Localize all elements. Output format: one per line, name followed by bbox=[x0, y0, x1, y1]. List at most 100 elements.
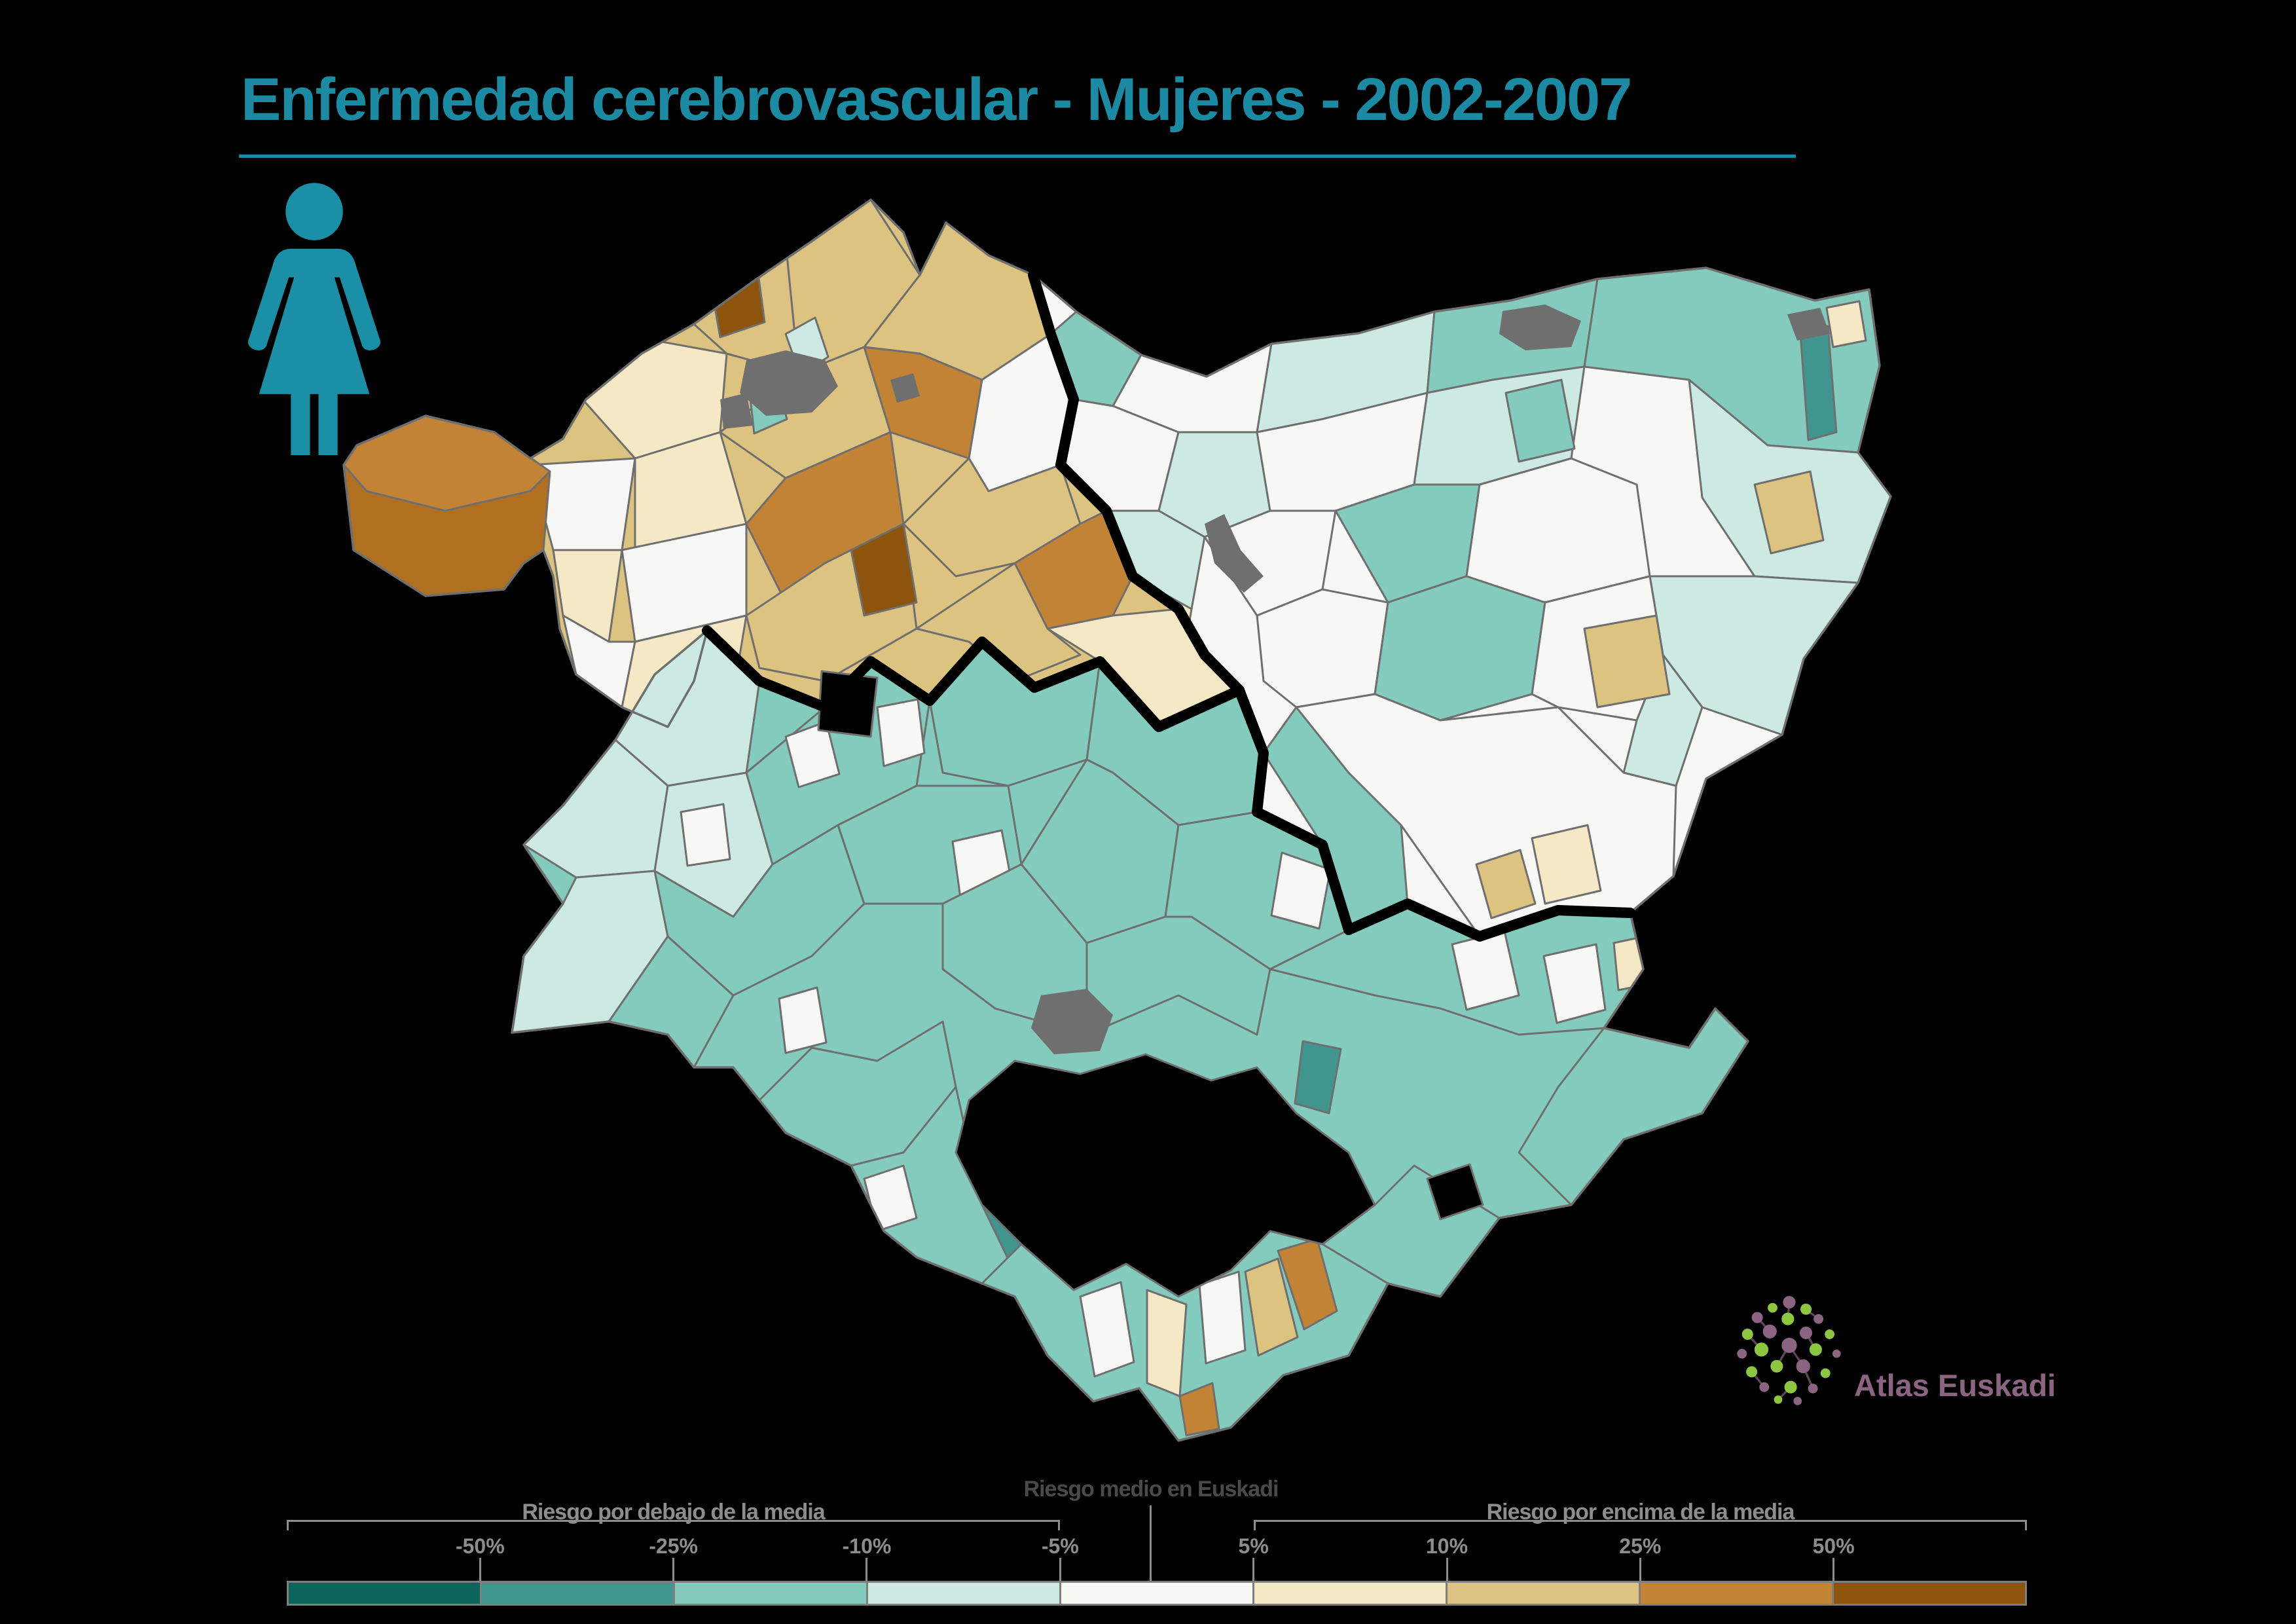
legend-color-segment bbox=[482, 1583, 675, 1604]
logo-dot bbox=[1793, 1397, 1802, 1405]
logo-dot bbox=[1796, 1359, 1810, 1373]
logo-dot bbox=[1759, 1382, 1770, 1392]
logo-dot bbox=[1781, 1337, 1797, 1354]
legend-color-segment bbox=[1641, 1583, 1834, 1604]
page-title: Enfermedad cerebrovascular - Mujeres - 2… bbox=[241, 66, 1632, 133]
municipality-cell bbox=[1583, 614, 1671, 709]
logo-dot bbox=[1762, 1324, 1777, 1338]
municipality-cell bbox=[902, 457, 1082, 578]
municipality-cell bbox=[1753, 470, 1825, 555]
atlas-euskadi-logo-label: Atlas Euskadi bbox=[1854, 1368, 2056, 1403]
legend-color-segment bbox=[1834, 1583, 2025, 1604]
province-border bbox=[1028, 270, 1245, 695]
enclave-hole bbox=[1426, 1163, 1484, 1221]
municipality-cell bbox=[709, 257, 766, 339]
logo-dot bbox=[1820, 1368, 1831, 1378]
municipality-cell bbox=[1079, 1281, 1135, 1378]
logo-dot bbox=[1784, 1380, 1797, 1393]
municipality-cell bbox=[1198, 1270, 1247, 1365]
logo-dot bbox=[1768, 1302, 1777, 1313]
municipality-cell bbox=[1178, 1382, 1220, 1437]
logo-dot bbox=[1746, 1366, 1758, 1378]
logo-dot bbox=[1781, 1312, 1795, 1325]
municipality-cell bbox=[1531, 824, 1602, 905]
municipality-cell bbox=[1146, 1289, 1188, 1397]
legend-tick-line bbox=[866, 1558, 868, 1581]
logo-dot bbox=[1809, 1343, 1822, 1356]
legend-color-segment bbox=[675, 1583, 868, 1604]
legend-color-bar bbox=[287, 1581, 2027, 1606]
legend-tick-label: 10% bbox=[1425, 1534, 1468, 1558]
municipality-cell bbox=[680, 803, 731, 867]
urban-area bbox=[1031, 989, 1113, 1054]
municipality-cell bbox=[1256, 588, 1389, 709]
legend-tick-line bbox=[1446, 1558, 1448, 1581]
municipality-cell bbox=[778, 986, 828, 1054]
logo-dot bbox=[1813, 1314, 1824, 1324]
logo-dot bbox=[1832, 1349, 1841, 1358]
legend-tick-label: 50% bbox=[1812, 1534, 1855, 1558]
logo-dot bbox=[1737, 1348, 1747, 1359]
legend-tick-label: -10% bbox=[842, 1534, 892, 1558]
legend-bracket-below bbox=[287, 1520, 1060, 1530]
legend-middle-pointer bbox=[1150, 1505, 1152, 1581]
choropleth-map bbox=[342, 198, 1892, 1442]
municipality-cell bbox=[1294, 1040, 1342, 1115]
municipality-cell bbox=[915, 562, 1082, 682]
logo-dot bbox=[1741, 1329, 1753, 1340]
logo-dot bbox=[1825, 1329, 1835, 1339]
legend-tick-label: 5% bbox=[1238, 1534, 1269, 1558]
municipality-cell bbox=[1613, 935, 1652, 991]
title-underline bbox=[239, 155, 1796, 158]
legend-tick-line bbox=[1832, 1558, 1835, 1581]
municipality-cell bbox=[850, 523, 918, 617]
legend-color-segment bbox=[289, 1583, 482, 1604]
municipality-cell bbox=[1825, 300, 1867, 348]
province-border bbox=[702, 625, 1245, 732]
risk-legend: Riesgo medio en Euskadi Riesgo por debaj… bbox=[287, 1477, 2027, 1608]
atlas-euskadi-logo-icon bbox=[1737, 1296, 1841, 1405]
municipality-cell bbox=[1270, 851, 1332, 930]
urban-area bbox=[1205, 514, 1264, 593]
legend-bracket-above bbox=[1254, 1520, 2027, 1530]
municipality-cell bbox=[784, 720, 841, 788]
logo-dot bbox=[1770, 1359, 1783, 1373]
municipality-cell bbox=[1475, 849, 1537, 919]
urban-area bbox=[740, 350, 838, 416]
logo-dot bbox=[1751, 1312, 1763, 1323]
municipality-cell bbox=[1203, 509, 1337, 617]
legend-color-segment bbox=[1254, 1583, 1448, 1604]
legend-color-segment bbox=[1061, 1583, 1254, 1604]
legend-color-segment bbox=[868, 1583, 1061, 1604]
logo-dot bbox=[1799, 1326, 1813, 1339]
municipality-cell bbox=[1504, 378, 1576, 463]
municipality-cell bbox=[1542, 943, 1607, 1024]
legend-tick-label: -25% bbox=[649, 1534, 699, 1558]
logo-dot bbox=[1800, 1303, 1812, 1315]
municipality-cell bbox=[1277, 1238, 1338, 1331]
legend-tick-label: 25% bbox=[1619, 1534, 1662, 1558]
legend-tick-label: -50% bbox=[455, 1534, 505, 1558]
enclave-hole bbox=[955, 1053, 1376, 1298]
legend-color-segment bbox=[1448, 1583, 1641, 1604]
urban-area bbox=[720, 393, 753, 429]
logo-dot bbox=[1808, 1383, 1818, 1393]
legend-tick-line bbox=[479, 1558, 481, 1581]
province-border bbox=[1234, 685, 1635, 942]
logo-dot bbox=[1783, 1296, 1796, 1309]
legend-tick-line bbox=[672, 1558, 675, 1581]
legend-middle-label: Riesgo medio en Euskadi bbox=[1023, 1477, 1279, 1502]
legend-tick-line bbox=[1252, 1558, 1255, 1581]
legend-tick-label: -5% bbox=[1041, 1534, 1079, 1558]
urban-area bbox=[1787, 308, 1830, 341]
legend-tick-line bbox=[1059, 1558, 1061, 1581]
legend-tick-line bbox=[1639, 1558, 1641, 1581]
female-icon bbox=[248, 183, 380, 455]
municipality-cell bbox=[876, 698, 926, 767]
municipality-cell bbox=[1465, 457, 1651, 604]
municipality-cell bbox=[1244, 1257, 1299, 1357]
logo-dot bbox=[1774, 1395, 1783, 1404]
logo-dot bbox=[1754, 1342, 1769, 1357]
urban-area bbox=[1499, 304, 1581, 350]
